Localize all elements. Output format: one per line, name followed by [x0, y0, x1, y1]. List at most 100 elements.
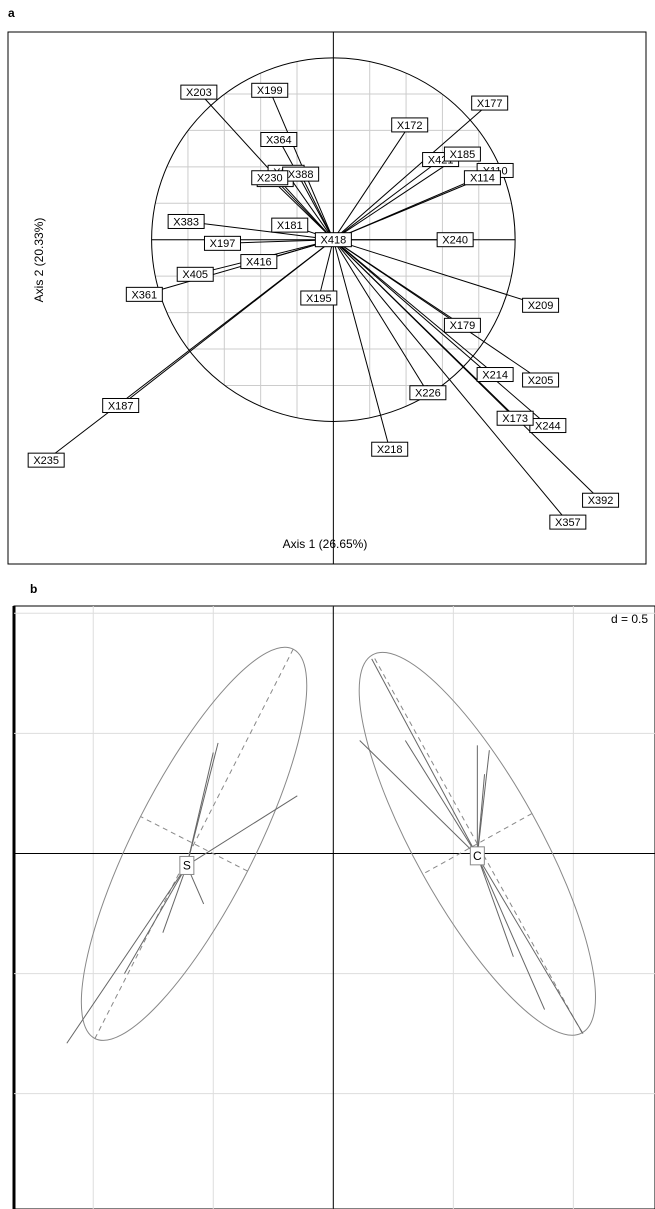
- arrow-label: X177: [477, 98, 503, 110]
- arrow-label: X240: [442, 235, 468, 247]
- ellipse-minor-axis: [422, 813, 533, 875]
- arrow-label: X226: [415, 388, 441, 400]
- loading-arrow: [332, 125, 409, 240]
- panel-frame: [7, 31, 647, 565]
- arrow-label: X388: [288, 169, 314, 181]
- label-box: [167, 213, 205, 229]
- arrow-label: X392: [588, 495, 614, 507]
- arrow-label: X218: [377, 444, 403, 456]
- label-box: [391, 117, 429, 133]
- label-box: [240, 254, 278, 270]
- x-axis-label: Axis 1 (26.65%): [283, 537, 368, 551]
- star-segment: [124, 865, 188, 974]
- loading-arrow: [286, 172, 334, 240]
- label-box: [251, 82, 289, 98]
- ellipse-minor-axis: [140, 816, 248, 872]
- star-segment: [476, 855, 546, 1010]
- star-segment: [186, 752, 214, 866]
- label-box: [496, 410, 534, 426]
- label-box: [463, 170, 501, 186]
- panel-label: b: [30, 582, 37, 596]
- arrow-label: X181: [277, 220, 303, 232]
- panel-frame: [13, 605, 655, 1209]
- loading-arrow: [333, 154, 462, 241]
- loading-arrow: [333, 239, 495, 375]
- label-box: [203, 235, 241, 251]
- label-box: [251, 170, 289, 186]
- loading-arrow: [46, 239, 334, 460]
- label-box: [102, 397, 140, 413]
- loading-arrow: [333, 103, 489, 241]
- arrow-label: X173: [502, 413, 528, 425]
- loading-arrow: [333, 239, 600, 501]
- label-box: [476, 367, 514, 383]
- label-box: [409, 385, 447, 401]
- arrow-label: X244: [535, 420, 561, 432]
- loading-arrow: [332, 239, 567, 522]
- arrow-label: X199: [257, 85, 283, 97]
- star-segment: [359, 740, 478, 857]
- panel-label: a: [8, 6, 15, 20]
- arrow-label: X235: [33, 455, 59, 467]
- arrow-label: X405: [182, 269, 208, 281]
- arrow-label: X230: [257, 173, 283, 185]
- star-segment: [404, 740, 478, 857]
- arrow-label: X114: [470, 173, 495, 185]
- loading-arrow: [279, 139, 334, 240]
- label-box: [549, 514, 587, 530]
- arrow-label: X195: [306, 293, 332, 305]
- arrow-label: X185: [450, 149, 476, 161]
- loading-arrow: [319, 239, 334, 298]
- loading-arrow: [199, 92, 334, 241]
- label-box: [176, 266, 214, 282]
- loading-arrow: [333, 178, 482, 241]
- scale-annotation: d = 0.5: [611, 612, 648, 626]
- label-box: [522, 372, 560, 388]
- label-box: [314, 232, 352, 248]
- loading-arrow: [332, 239, 428, 393]
- loading-arrow: [333, 239, 547, 426]
- arrow-label: X214: [482, 369, 508, 381]
- label-box: [371, 441, 409, 457]
- y-axis-label: Axis 2 (20.33%): [32, 218, 46, 303]
- star-segment: [476, 855, 514, 957]
- label-box: [260, 131, 298, 147]
- loading-arrow: [333, 239, 540, 306]
- arrow-label: X383: [173, 216, 199, 228]
- label-box: [180, 84, 218, 100]
- arrow-label: X179: [450, 320, 476, 332]
- arrow-label: X416: [246, 256, 272, 268]
- arrow-label: X361: [131, 289, 157, 301]
- loading-arrow: [301, 174, 334, 240]
- loading-arrow: [186, 221, 334, 241]
- label-box: [582, 492, 620, 508]
- ellipse-major-axis: [94, 648, 294, 1039]
- arrow-label: X197: [210, 238, 236, 250]
- star-segment: [186, 795, 298, 866]
- label-box: [436, 232, 474, 248]
- star-segment: [66, 865, 188, 1044]
- arrow-label: X203: [186, 87, 212, 99]
- star-segment: [371, 658, 478, 857]
- arrow-label: X209: [528, 300, 554, 312]
- label-box: [27, 452, 65, 468]
- loading-arrow: [144, 239, 334, 295]
- star-segment: [476, 855, 584, 1034]
- loading-arrow: [332, 239, 389, 450]
- arrow-label: X187: [108, 400, 134, 412]
- label-box: [443, 317, 481, 333]
- star-segment: [476, 750, 490, 856]
- loading-arrow: [333, 160, 440, 241]
- arrow-label: X205: [528, 375, 554, 387]
- star-segment: [162, 865, 188, 933]
- label-box: [271, 217, 309, 233]
- label-box: [443, 146, 481, 162]
- loading-arrow: [270, 178, 334, 241]
- class-label-box: [179, 855, 195, 875]
- class-label: C: [473, 849, 482, 863]
- label-box: [522, 297, 560, 313]
- label-box: [125, 286, 163, 302]
- arrow-label: X418: [321, 235, 347, 247]
- loading-arrow: [333, 239, 540, 380]
